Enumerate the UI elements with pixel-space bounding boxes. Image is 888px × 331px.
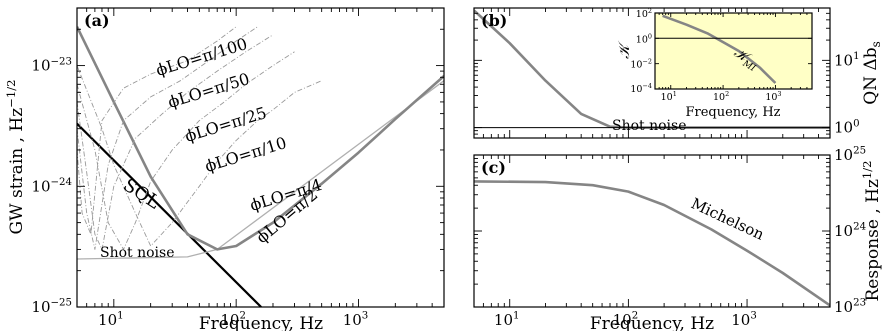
y-tick-label: 101 — [834, 51, 860, 69]
panel-label-b: (b) — [481, 11, 507, 30]
inset-y-axis-label: 𝒦 — [615, 40, 633, 59]
phi-lo-label: ϕLO=π/10 — [203, 133, 289, 176]
y-tick-label: 10−24 — [31, 177, 72, 195]
inset-y-tick-label: 100 — [636, 32, 652, 45]
x-tick-label: 103 — [731, 311, 757, 329]
y-tick-label: 1023 — [834, 298, 866, 316]
series-line--mi — [662, 14, 777, 84]
inset-x-tick-label: 102 — [713, 90, 729, 103]
series-line-michelson — [474, 180, 830, 307]
x-tick-label: 102 — [613, 311, 639, 329]
phi-lo-label: ϕLO=π/25 — [183, 103, 269, 146]
inset-x-tick-label: 101 — [661, 90, 677, 103]
y-tick-label: 10−25 — [31, 298, 72, 316]
series-line--lo-50 — [77, 26, 258, 250]
x-axis-label: Frequency, Hz — [199, 314, 323, 331]
x-tick-label: 101 — [98, 311, 124, 329]
panel-a-frame — [76, 7, 445, 308]
shot-noise-label: Shot noise — [100, 245, 175, 261]
inset-y-tick-label: 102 — [636, 7, 652, 20]
panel-a: 101 102 103 10−25 10−24 10−23 (a) Frequency, Hz… — [4, 7, 445, 331]
series-line-sql — [77, 122, 262, 307]
y-tick-label: 10−23 — [31, 56, 72, 74]
series-line--lo-100 — [77, 26, 237, 235]
inset-frame — [654, 12, 813, 90]
x-tick-label: 102 — [220, 311, 246, 329]
panel-c: 101 102 103 1023 1024 1025 (c) Michelson Frequen… — [473, 146, 883, 331]
inset-background — [655, 13, 812, 89]
panel-label-a: (a) — [84, 11, 110, 30]
panel-b-frame — [473, 7, 831, 139]
michelson-label: Michelson — [688, 194, 767, 244]
series-line-shot-noise — [77, 80, 444, 260]
y-axis-label: Response , Hz1/2 — [860, 160, 883, 301]
panel-c-frame — [473, 154, 831, 308]
inset-y-tick-label: 10−2 — [630, 58, 652, 71]
inset-y-tick-label: 10−4 — [630, 82, 652, 95]
y-tick-label: 1024 — [834, 222, 866, 240]
y-tick-label: 1025 — [834, 146, 866, 164]
series-line--lo-4 — [77, 65, 322, 247]
inset-x-tick-label: 103 — [765, 90, 781, 103]
x-tick-label: 101 — [494, 311, 520, 329]
y-axis-label: QN Δbs — [861, 41, 883, 105]
x-axis-label: Frequency, Hz — [590, 314, 714, 331]
shot-noise-label: Shot noise — [612, 118, 687, 134]
panel-label-c: (c) — [481, 158, 506, 177]
series-line--lo-2 — [77, 26, 444, 251]
y-axis-label: GW strain , Hz−1/2 — [4, 80, 27, 235]
phi-lo-label: ϕLO=π/50 — [166, 69, 252, 112]
y-tick-label: 100 — [834, 118, 860, 136]
x-tick-label: 103 — [343, 311, 369, 329]
series-line--lo-25 — [77, 34, 274, 250]
inset-x-axis-label: Frequency, Hz — [685, 105, 780, 120]
sql-label: SQL — [119, 175, 163, 214]
